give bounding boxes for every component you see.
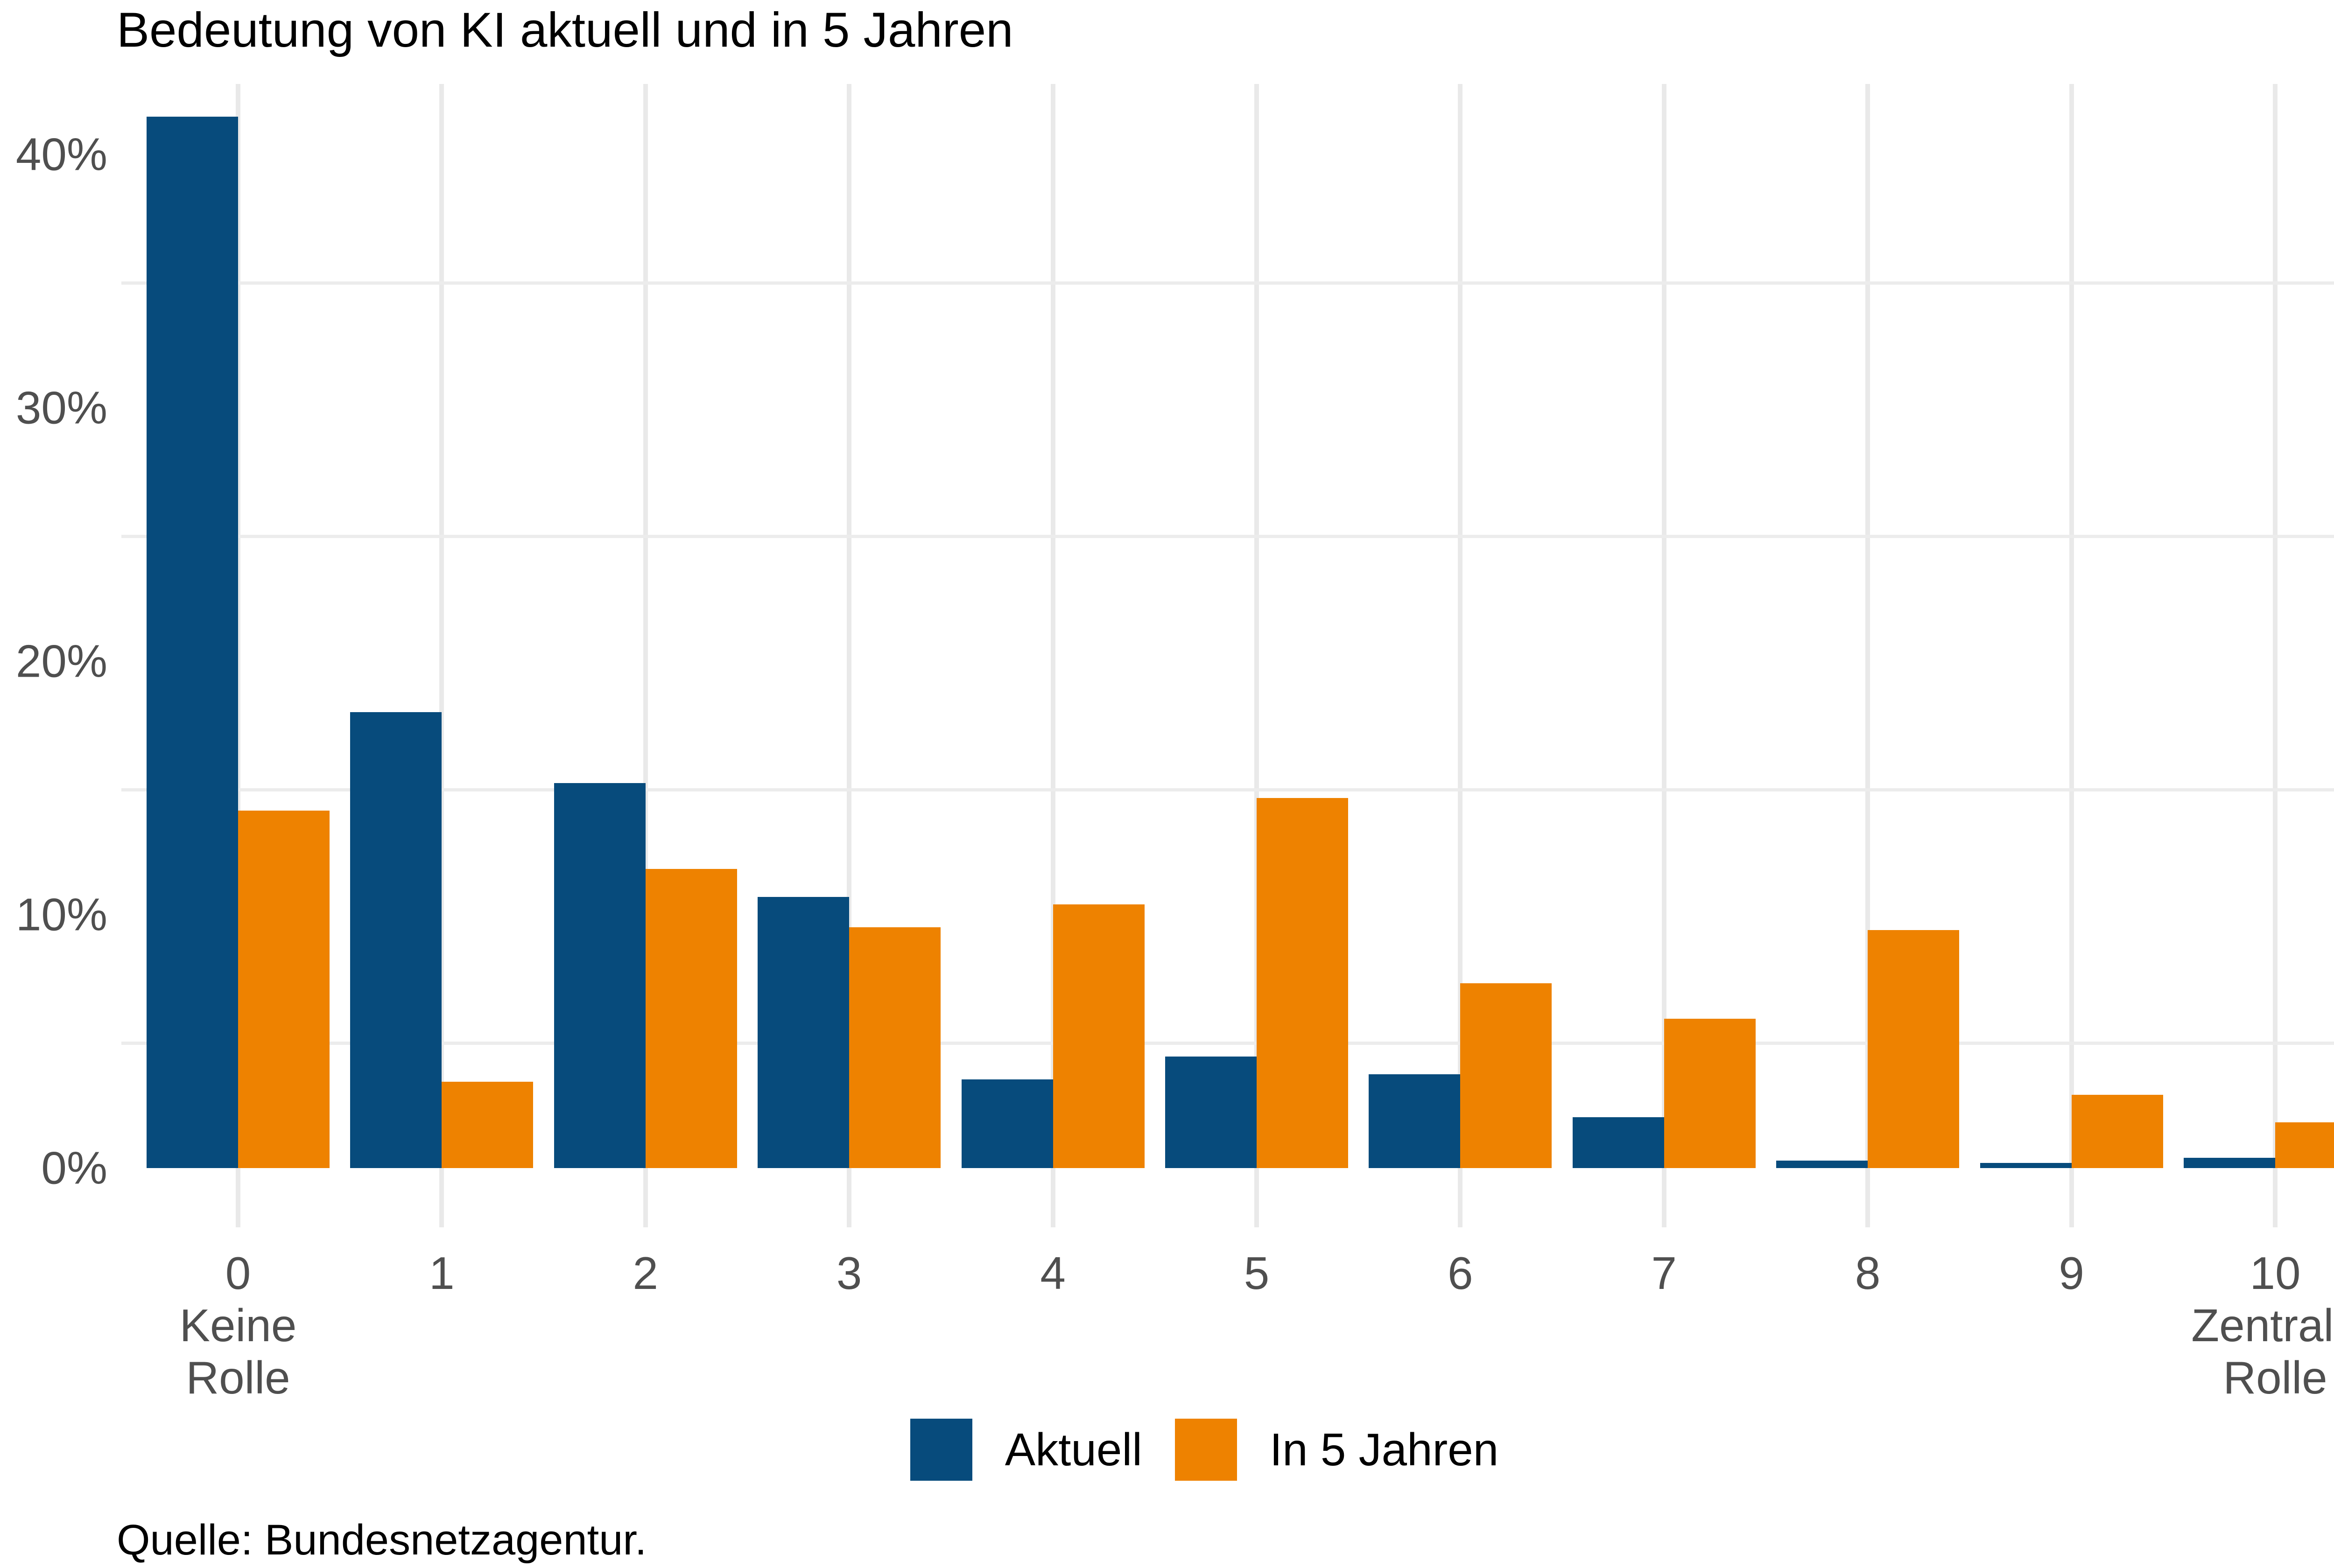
vertical-gridline-0: [236, 84, 240, 1227]
vertical-gridline-8: [1865, 84, 1870, 1227]
bar-aktuell-4: [961, 1079, 1053, 1168]
vertical-gridline-3: [847, 84, 852, 1227]
legend-item-in-5-jahren: In 5 Jahren: [1174, 1419, 1499, 1481]
bar-in-5-jahren-5: [1257, 798, 1348, 1168]
legend: Aktuell In 5 Jahren: [0, 1419, 2334, 1481]
x-tick-label-6: 6: [1448, 1247, 1473, 1299]
y-tick-label-0pct: 0%: [41, 1142, 107, 1194]
bar-aktuell-7: [1572, 1117, 1664, 1168]
bar-in-5-jahren-0: [238, 811, 330, 1168]
bar-in-5-jahren-3: [849, 927, 941, 1168]
bar-in-5-jahren-7: [1664, 1019, 1756, 1168]
bar-in-5-jahren-6: [1460, 983, 1552, 1168]
legend-label-aktuell: Aktuell: [1005, 1424, 1142, 1475]
vertical-gridline-2: [643, 84, 648, 1227]
x-tick-label-5: 5: [1244, 1247, 1270, 1299]
x-tick-label-0: 0 Keine Rolle: [179, 1247, 297, 1403]
minor-gridline-35pct: [121, 281, 2334, 285]
legend-item-aktuell: Aktuell: [910, 1419, 1142, 1481]
legend-label-in-5-jahren: In 5 Jahren: [1269, 1424, 1499, 1475]
bar-in-5-jahren-9: [2071, 1095, 2163, 1168]
x-tick-label-3: 3: [836, 1247, 862, 1299]
y-tick-label-30pct: 30%: [15, 382, 107, 434]
vertical-gridline-7: [1661, 84, 1666, 1227]
bar-aktuell-3: [758, 897, 850, 1168]
x-tick-label-9: 9: [2059, 1247, 2084, 1299]
bar-in-5-jahren-8: [1868, 930, 1960, 1168]
bar-aktuell-1: [350, 712, 442, 1168]
y-tick-label-10pct: 10%: [15, 889, 107, 940]
y-tick-label-20pct: 20%: [15, 635, 107, 687]
vertical-gridline-4: [1050, 84, 1055, 1227]
bar-aktuell-8: [1776, 1161, 1868, 1168]
vertical-gridline-1: [439, 84, 444, 1227]
minor-gridline-15pct: [121, 788, 2334, 791]
bar-in-5-jahren-1: [442, 1082, 534, 1168]
vertical-gridline-5: [1254, 84, 1259, 1227]
legend-swatch-aktuell: [910, 1419, 972, 1481]
x-tick-label-8: 8: [1855, 1247, 1881, 1299]
bar-aktuell-10: [2184, 1158, 2275, 1168]
bar-aktuell-6: [1369, 1074, 1461, 1168]
minor-gridline-5pct: [121, 1041, 2334, 1045]
bar-aktuell-9: [1980, 1163, 2072, 1168]
vertical-gridline-10: [2273, 84, 2278, 1227]
source-note: Quelle: Bundesnetzagentur.: [117, 1516, 647, 1564]
x-tick-label-10: 10ZentraleRolle: [2191, 1247, 2334, 1403]
bar-in-5-jahren-2: [645, 869, 737, 1168]
bar-aktuell-5: [1165, 1057, 1257, 1168]
chart-title: Bedeutung von KI aktuell und in 5 Jahren: [117, 3, 1013, 57]
bar-in-5-jahren-4: [1053, 904, 1145, 1168]
x-tick-label-7: 7: [1651, 1247, 1677, 1299]
x-tick-label-4: 4: [1040, 1247, 1066, 1299]
x-tick-label-2: 2: [633, 1247, 659, 1299]
legend-swatch-in-5-jahren: [1174, 1419, 1237, 1481]
x-tick-label-1: 1: [429, 1247, 455, 1299]
bar-in-5-jahren-10: [2275, 1122, 2334, 1168]
minor-gridline-25pct: [121, 534, 2334, 538]
vertical-gridline-6: [1458, 84, 1463, 1227]
bar-aktuell-0: [147, 117, 238, 1168]
bar-aktuell-2: [554, 783, 646, 1168]
y-tick-label-40pct: 40%: [15, 128, 107, 180]
vertical-gridline-9: [2069, 84, 2074, 1227]
